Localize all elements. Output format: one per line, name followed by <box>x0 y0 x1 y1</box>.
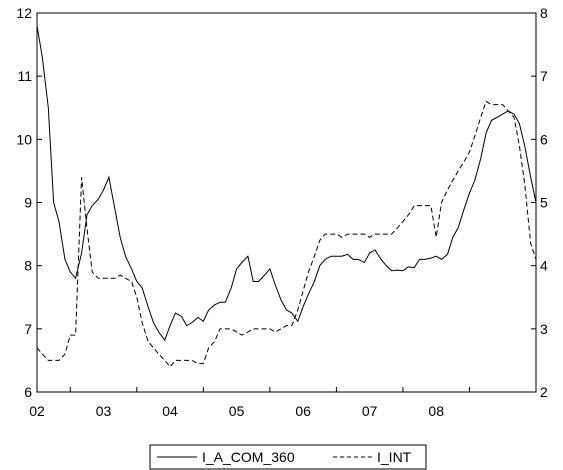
left-tick-label: 12 <box>16 5 32 21</box>
x-tick-label: 07 <box>362 403 378 419</box>
right-tick-label: 4 <box>540 258 548 274</box>
right-tick-label: 7 <box>540 68 548 84</box>
legend-label-i-a-com-360: I_A_COM_360 <box>202 449 295 465</box>
x-tick-label: 02 <box>29 403 45 419</box>
legend-label-i-int: I_INT <box>377 449 412 465</box>
left-tick-label: 9 <box>24 195 32 211</box>
right-tick-label: 6 <box>540 131 548 147</box>
x-tick-label: 03 <box>96 403 112 419</box>
left-tick-label: 8 <box>24 258 32 274</box>
right-tick-label: 8 <box>540 5 548 21</box>
legend: I_A_COM_360 I_INT <box>149 444 427 470</box>
left-y-axis: 6 7 8 9 10 11 12 <box>16 5 42 400</box>
series-line-i-a-com-360 <box>36 25 537 342</box>
x-tick-label: 08 <box>428 403 444 419</box>
left-tick-label: 7 <box>24 321 32 337</box>
x-tick-label: 05 <box>229 403 245 419</box>
left-tick-label: 10 <box>16 131 32 147</box>
plot-frame <box>36 12 537 393</box>
right-y-axis: 2 3 4 5 6 7 8 <box>531 5 548 400</box>
left-tick-label: 11 <box>17 68 32 84</box>
right-tick-label: 5 <box>540 195 548 211</box>
x-tick-label: 06 <box>295 403 311 419</box>
x-axis: 02 03 04 05 06 07 08 <box>29 387 470 419</box>
left-tick-label: 6 <box>24 384 32 400</box>
right-tick-label: 2 <box>540 384 548 400</box>
right-tick-label: 3 <box>540 321 548 337</box>
series-line-i-int <box>36 100 537 368</box>
series-layer <box>36 25 537 368</box>
x-tick-label: 04 <box>162 403 178 419</box>
